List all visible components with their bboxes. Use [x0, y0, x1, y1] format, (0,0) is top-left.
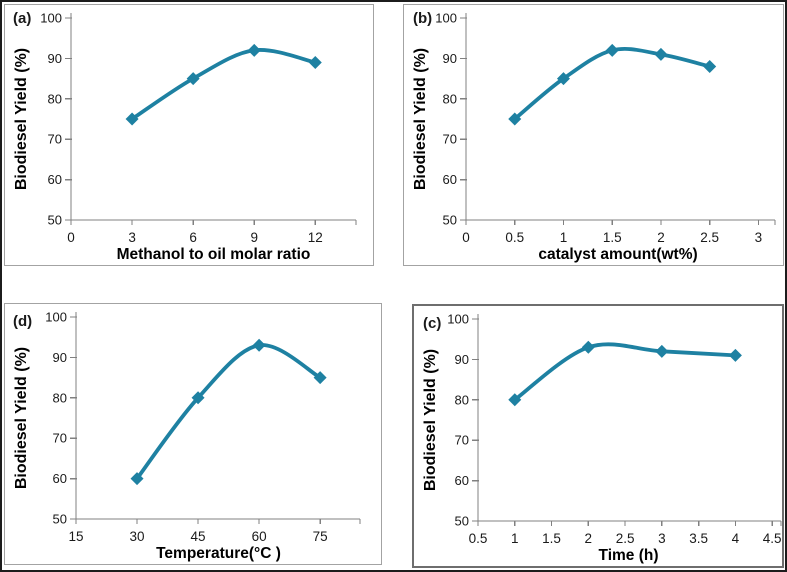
data-point-marker — [728, 348, 742, 362]
y-tick-label: 60 — [53, 471, 67, 486]
x-tick-label: 2.5 — [700, 230, 719, 245]
x-tick-label: 6 — [189, 230, 197, 245]
panel-label-d: (d) — [13, 313, 33, 330]
series-line — [512, 46, 712, 121]
data-point-marker — [654, 47, 668, 61]
data-point-marker — [508, 393, 522, 407]
x-axis-title: Methanol to oil molar ratio — [116, 246, 311, 263]
y-tick-label: 70 — [455, 433, 469, 448]
x-tick-label: 9 — [250, 230, 258, 245]
y-tick-label: 100 — [435, 11, 457, 26]
data-point-marker — [508, 112, 522, 126]
chart-panel-b: 50 60 70 80 90 100 0 0.5 1 1.5 2 2.5 3 (b) Biodiesel… — [403, 4, 784, 266]
x-tick-label: 2 — [657, 230, 665, 245]
chart-canvas-d: 50 60 70 80 90 100 15 30 45 60 75 — [45, 310, 361, 544]
x-tick-label: 60 — [252, 529, 267, 544]
data-point-marker — [581, 340, 595, 354]
y-tick-label: 80 — [53, 390, 67, 405]
y-tick-label: 60 — [443, 172, 457, 187]
data-point-marker — [556, 72, 570, 86]
x-axis-title: Temperature(°C ) — [156, 545, 281, 562]
y-tick-label: 80 — [455, 392, 469, 407]
y-tick-label: 80 — [48, 91, 62, 106]
x-tick-label: 45 — [191, 529, 206, 544]
x-tick-label: 0 — [462, 230, 470, 245]
data-point-marker — [186, 72, 200, 86]
x-tick-label: 3 — [755, 230, 763, 245]
x-tick-label: 75 — [313, 529, 328, 544]
y-tick-label: 80 — [443, 91, 457, 106]
series-line — [135, 343, 322, 481]
x-tick-label: 3 — [128, 230, 136, 245]
x-tick-label: 15 — [68, 529, 83, 544]
y-axis-title: Biodiesel Yield (%) — [13, 47, 30, 191]
x-tick-label: 0.5 — [505, 230, 524, 245]
data-point-marker — [703, 59, 717, 73]
y-axis-title: Biodiesel Yield (%) — [13, 346, 30, 490]
chart-canvas-b: 50 60 70 80 90 100 0 0.5 1 1.5 2 2.5 3 — [435, 11, 776, 245]
data-point-marker — [252, 338, 266, 352]
x-axis-title: Time (h) — [598, 547, 659, 564]
y-tick-label: 50 — [53, 512, 67, 527]
y-axis-title: Biodiesel Yield (%) — [412, 47, 429, 191]
panel-label-b: (b) — [413, 10, 433, 27]
y-axis-title: Biodiesel Yield (%) — [422, 348, 439, 492]
data-point-marker — [313, 371, 327, 385]
x-axis-title: catalyst amount(wt%) — [538, 246, 698, 263]
x-tick-label: 1.5 — [542, 531, 561, 546]
x-tick-label: 4 — [732, 531, 740, 546]
chart-panel-d: 50 60 70 80 90 100 15 30 45 60 75 (d) Biodiesel Yi… — [4, 303, 382, 565]
panel-label-c: (c) — [423, 315, 442, 332]
data-point-marker — [247, 43, 261, 57]
chart-panel-a: 50 60 70 80 90 100 0 3 6 9 12 (a) Biodiesel Yield … — [4, 4, 374, 266]
x-tick-label: 1.5 — [603, 230, 622, 245]
x-tick-label: 0.5 — [469, 531, 488, 546]
series-line — [130, 48, 318, 121]
chart-panel-c: 50 60 70 80 90 100 0.5 1 1.5 2 2.5 3 3.5 4 4.5 (c) Bio… — [412, 304, 784, 568]
y-tick-label: 50 — [443, 213, 457, 228]
y-tick-label: 90 — [455, 352, 469, 367]
chart-canvas-c: 50 60 70 80 90 100 0.5 1 1.5 2 2.5 3 3.5 4 4.5 — [447, 312, 782, 546]
y-tick-label: 90 — [53, 350, 67, 365]
x-tick-label: 12 — [308, 230, 323, 245]
series-line — [512, 342, 738, 402]
x-tick-label: 2.5 — [616, 531, 635, 546]
chart-canvas-a: 50 60 70 80 90 100 0 3 6 9 12 — [40, 11, 357, 245]
data-point-marker — [308, 55, 322, 69]
x-tick-label: 4.5 — [763, 531, 782, 546]
x-tick-label: 2 — [585, 531, 593, 546]
y-tick-label: 90 — [48, 51, 62, 66]
x-tick-label: 1 — [511, 531, 519, 546]
y-tick-label: 60 — [455, 473, 469, 488]
y-tick-label: 100 — [45, 310, 67, 325]
y-tick-label: 70 — [48, 132, 62, 147]
data-point-marker — [655, 344, 669, 358]
data-point-marker — [130, 472, 144, 486]
y-tick-label: 60 — [48, 172, 62, 187]
y-tick-label: 50 — [48, 213, 62, 228]
y-tick-label: 100 — [40, 11, 62, 26]
panel-label-a: (a) — [13, 10, 32, 27]
y-tick-label: 100 — [447, 312, 469, 327]
x-tick-label: 3.5 — [689, 531, 708, 546]
y-tick-label: 50 — [455, 514, 469, 529]
data-point-marker — [605, 43, 619, 57]
x-tick-label: 0 — [67, 230, 75, 245]
y-tick-label: 70 — [53, 431, 67, 446]
x-tick-label: 3 — [658, 531, 666, 546]
y-tick-label: 90 — [443, 51, 457, 66]
x-tick-label: 1 — [560, 230, 568, 245]
x-tick-label: 30 — [130, 529, 145, 544]
y-tick-label: 70 — [443, 132, 457, 147]
data-point-marker — [191, 391, 205, 405]
data-point-marker — [125, 112, 139, 126]
